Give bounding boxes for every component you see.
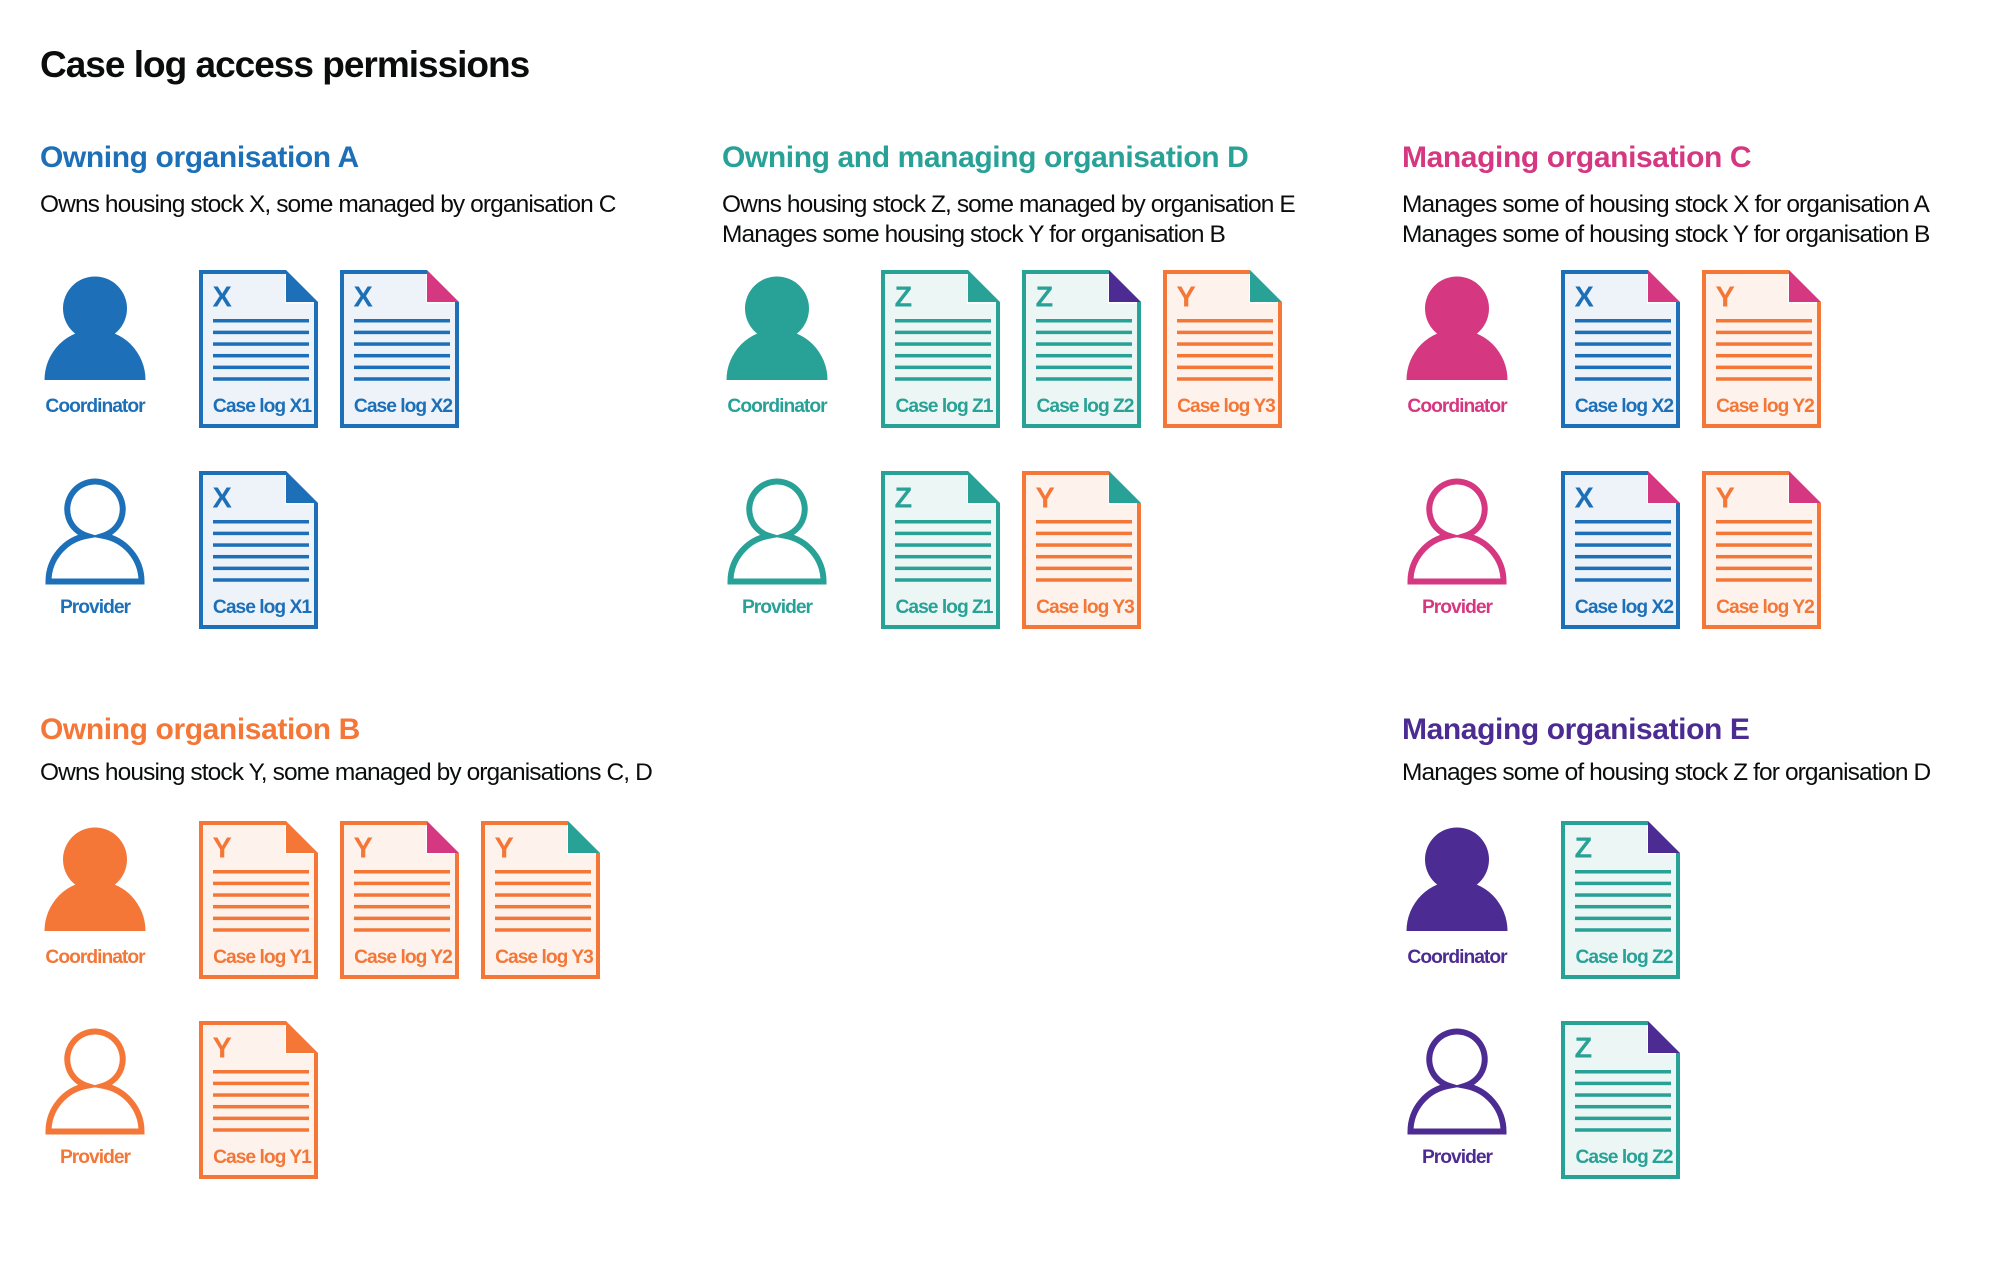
svg-text:Y: Y	[1716, 282, 1735, 314]
svg-text:X: X	[213, 282, 233, 314]
svg-text:Z: Z	[1575, 832, 1593, 864]
svg-text:Y: Y	[495, 832, 514, 864]
svg-text:Z: Z	[895, 282, 913, 314]
svg-text:Coordinator: Coordinator	[45, 396, 146, 417]
svg-text:Case log X1: Case log X1	[213, 597, 312, 618]
svg-text:X: X	[213, 483, 233, 515]
svg-text:Coordinator: Coordinator	[45, 946, 146, 967]
svg-text:X: X	[1575, 282, 1595, 314]
svg-text:Y: Y	[354, 832, 373, 864]
svg-text:Case log X2: Case log X2	[354, 396, 452, 417]
svg-text:Case log Y2: Case log Y2	[1716, 396, 1814, 417]
svg-text:Provider: Provider	[60, 597, 132, 618]
svg-text:Case log X2: Case log X2	[1575, 597, 1673, 618]
svg-text:Case log X2: Case log X2	[1575, 396, 1673, 417]
svg-text:Y: Y	[213, 1032, 232, 1064]
svg-text:X: X	[354, 282, 374, 314]
svg-text:Case log Y3: Case log Y3	[495, 946, 594, 967]
svg-text:Case log Z2: Case log Z2	[1575, 1146, 1672, 1167]
svg-text:Coordinator: Coordinator	[1407, 946, 1508, 967]
svg-text:Case log Y2: Case log Y2	[354, 946, 452, 967]
svg-text:Provider: Provider	[1422, 597, 1494, 618]
svg-text:Case log Z1: Case log Z1	[895, 396, 993, 417]
svg-text:Case log Z1: Case log Z1	[895, 597, 993, 618]
svg-text:X: X	[1575, 483, 1595, 515]
svg-text:Provider: Provider	[742, 597, 814, 618]
svg-text:Case log Z2: Case log Z2	[1575, 946, 1672, 967]
svg-text:Z: Z	[1036, 282, 1054, 314]
svg-text:Case log Y3: Case log Y3	[1177, 396, 1276, 417]
svg-text:Case log Y1: Case log Y1	[213, 946, 312, 967]
svg-text:Z: Z	[1575, 1032, 1593, 1064]
svg-text:Coordinator: Coordinator	[1407, 396, 1508, 417]
svg-text:Provider: Provider	[1422, 1146, 1494, 1167]
svg-text:Case log Y1: Case log Y1	[213, 1146, 312, 1167]
svg-text:Z: Z	[895, 483, 913, 515]
svg-text:Y: Y	[1036, 483, 1055, 515]
svg-text:Case log X1: Case log X1	[213, 396, 312, 417]
svg-text:Y: Y	[213, 832, 232, 864]
svg-text:Y: Y	[1716, 483, 1735, 515]
svg-text:Provider: Provider	[60, 1146, 132, 1167]
svg-text:Case log Y2: Case log Y2	[1716, 597, 1814, 618]
svg-text:Case log Y3: Case log Y3	[1036, 597, 1135, 618]
svg-text:Y: Y	[1177, 282, 1196, 314]
svg-text:Coordinator: Coordinator	[727, 396, 828, 417]
svg-text:Case log Z2: Case log Z2	[1036, 396, 1133, 417]
